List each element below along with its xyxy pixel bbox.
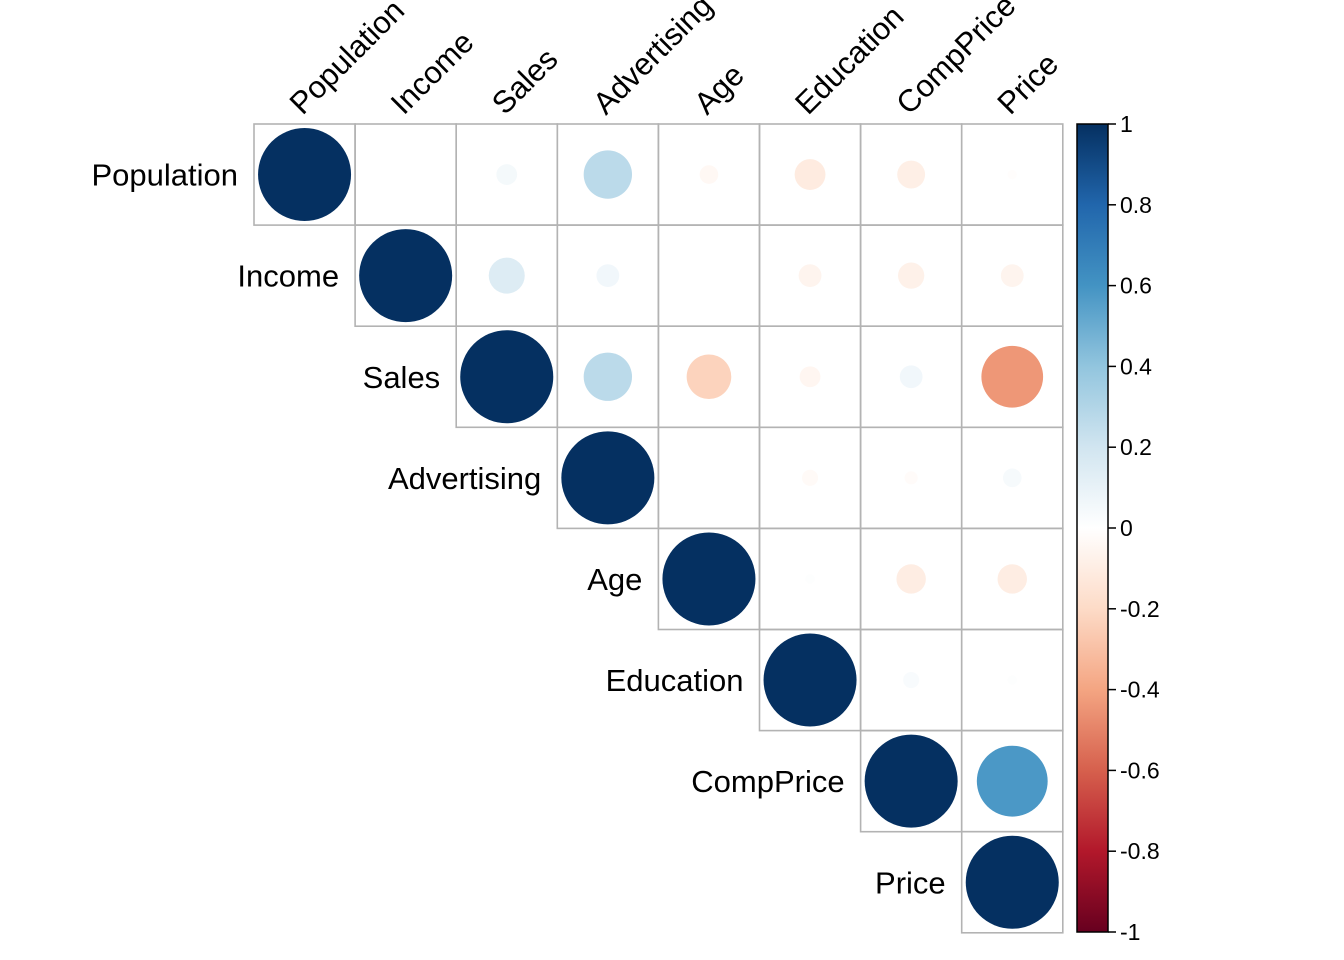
row-label: Age <box>587 562 642 597</box>
row-label: Price <box>875 865 946 900</box>
cell-grid <box>253 123 1064 934</box>
correlation-circle-advertising-education <box>801 469 819 486</box>
correlation-circle-education-education <box>763 633 857 727</box>
colorbar-tick-label: 0.2 <box>1120 434 1152 460</box>
correlation-circle-population-age <box>699 165 719 184</box>
colorbar-tick-label: -0.2 <box>1120 596 1160 622</box>
colorbar-tick-label: -0.6 <box>1120 757 1160 783</box>
correlation-circle-compprice-compprice <box>864 734 958 828</box>
correlation-circle-age-education <box>805 574 815 584</box>
correlation-circle-income-advertising <box>596 264 620 288</box>
correlation-circle-population-price <box>1007 169 1017 180</box>
colorbar-tick-label: 1 <box>1120 111 1133 137</box>
correlation-circle-income-sales <box>488 257 525 294</box>
column-label: Age <box>687 57 751 121</box>
colorbar-tick-label: 0.6 <box>1120 273 1152 299</box>
correlation-circle-income-income <box>359 229 453 323</box>
correlation-circles <box>258 128 1059 929</box>
grid-cell <box>354 123 458 226</box>
column-label: Income <box>384 24 481 121</box>
correlation-circle-sales-advertising <box>583 352 633 401</box>
correlation-circle-sales-compprice <box>899 365 923 389</box>
correlation-circle-income-compprice <box>898 262 925 289</box>
correlation-circle-compprice-price <box>976 745 1048 817</box>
correlation-circle-population-advertising <box>583 150 633 199</box>
column-label: Price <box>990 46 1065 121</box>
correlation-circle-population-education <box>794 159 826 190</box>
correlation-circle-education-compprice <box>903 671 920 689</box>
row-label: Education <box>606 663 744 698</box>
row-labels: Population Income Sales Advertising Age Educa… <box>91 158 945 901</box>
correlation-circle-income-price <box>1000 264 1024 288</box>
grid-cell <box>657 426 761 530</box>
colorbar-tick-label: -0.8 <box>1120 838 1160 864</box>
row-label: CompPrice <box>691 764 844 799</box>
correlation-circle-age-compprice <box>896 564 926 594</box>
correlation-circle-sales-sales <box>460 330 554 424</box>
correlation-circle-population-sales <box>496 164 518 185</box>
row-label: Income <box>237 259 339 294</box>
row-label: Advertising <box>388 461 541 496</box>
correlation-circle-price-price <box>965 835 1059 929</box>
row-label: Sales <box>363 360 441 395</box>
colorbar-tick-label: 0.4 <box>1120 353 1152 379</box>
colorbar-tick-label: 0.8 <box>1120 192 1152 218</box>
correlation-circle-advertising-compprice <box>904 471 918 485</box>
colorbar-tick-label: 0 <box>1120 515 1133 541</box>
colorbar-legend: 1 0.8 0.6 0.4 0.2 0 -0.2 -0.4 -0.6 -0.8 -1 <box>1076 111 1160 945</box>
correlation-circle-income-education <box>798 264 822 288</box>
correlation-circle-age-price <box>997 564 1027 594</box>
correlation-circle-sales-age <box>686 354 732 400</box>
correlation-circle-advertising-price <box>1002 468 1022 488</box>
column-label: Education <box>788 0 910 121</box>
grid-cell <box>960 830 1064 934</box>
colorbar-bar <box>1076 123 1109 933</box>
colorbar-tick-label: -1 <box>1120 919 1140 945</box>
row-label: Population <box>91 158 238 193</box>
correlation-circle-education-price <box>1007 675 1017 685</box>
column-label: Sales <box>485 41 565 121</box>
colorbar-tick-label: -0.4 <box>1120 677 1160 703</box>
grid-cell <box>657 224 761 328</box>
correlation-circle-population-compprice <box>897 160 926 189</box>
correlation-circle-advertising-advertising <box>561 431 655 525</box>
correlation-circle-sales-education <box>799 366 821 388</box>
correlation-circle-age-age <box>662 532 756 626</box>
correlation-circle-sales-price <box>981 345 1044 408</box>
correlation-circle-population-population <box>258 128 352 222</box>
